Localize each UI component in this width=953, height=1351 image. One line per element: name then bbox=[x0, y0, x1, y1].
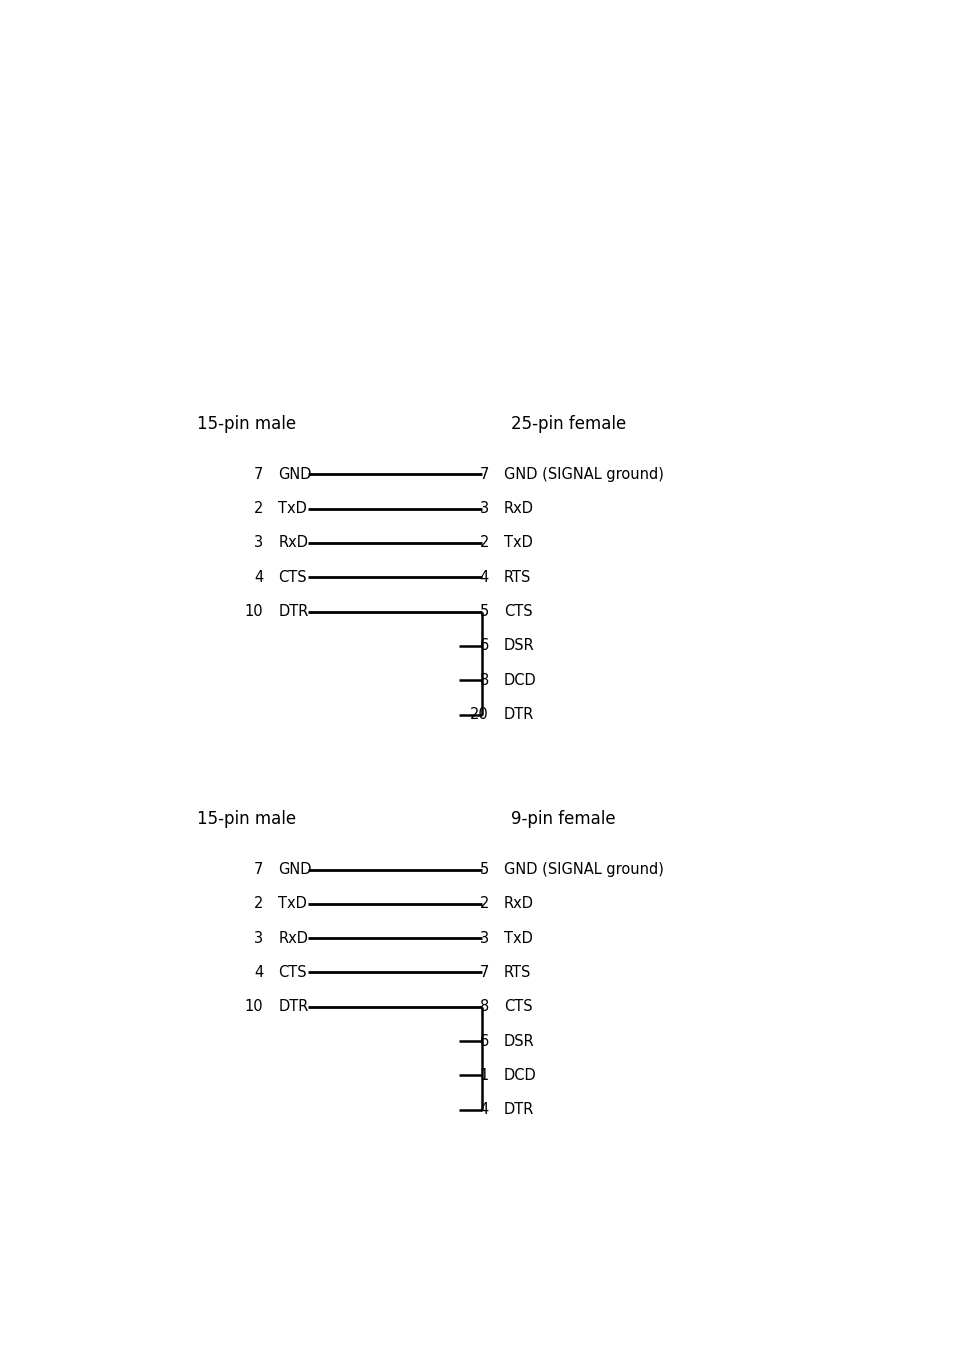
Text: 10: 10 bbox=[245, 1000, 263, 1015]
Text: 3: 3 bbox=[479, 501, 488, 516]
Text: 3: 3 bbox=[479, 931, 488, 946]
Text: 7: 7 bbox=[479, 466, 488, 482]
Text: DCD: DCD bbox=[503, 673, 536, 688]
Text: GND (SIGNAL ground): GND (SIGNAL ground) bbox=[503, 862, 663, 877]
Text: CTS: CTS bbox=[278, 965, 307, 979]
Text: 4: 4 bbox=[479, 570, 488, 585]
Text: 8: 8 bbox=[479, 1000, 488, 1015]
Text: DTR: DTR bbox=[278, 604, 308, 619]
Text: 15-pin male: 15-pin male bbox=[196, 809, 295, 828]
Text: CTS: CTS bbox=[503, 604, 532, 619]
Text: 5: 5 bbox=[479, 862, 488, 877]
Text: 4: 4 bbox=[253, 570, 263, 585]
Text: DSR: DSR bbox=[503, 638, 534, 654]
Text: RTS: RTS bbox=[503, 570, 531, 585]
Text: 3: 3 bbox=[254, 535, 263, 550]
Text: DCD: DCD bbox=[503, 1069, 536, 1084]
Text: RxD: RxD bbox=[503, 896, 533, 912]
Text: DTR: DTR bbox=[278, 1000, 308, 1015]
Text: GND (SIGNAL ground): GND (SIGNAL ground) bbox=[503, 466, 663, 482]
Text: CTS: CTS bbox=[278, 570, 307, 585]
Text: RxD: RxD bbox=[278, 535, 308, 550]
Text: RxD: RxD bbox=[503, 501, 533, 516]
Text: 6: 6 bbox=[479, 638, 488, 654]
Text: 7: 7 bbox=[253, 466, 263, 482]
Text: 7: 7 bbox=[253, 862, 263, 877]
Text: 3: 3 bbox=[254, 931, 263, 946]
Text: 5: 5 bbox=[479, 604, 488, 619]
Text: DSR: DSR bbox=[503, 1034, 534, 1048]
Text: 9-pin female: 9-pin female bbox=[511, 809, 615, 828]
Text: DTR: DTR bbox=[503, 1102, 534, 1117]
Text: TxD: TxD bbox=[278, 501, 307, 516]
Text: RTS: RTS bbox=[503, 965, 531, 979]
Text: 20: 20 bbox=[470, 707, 488, 721]
Text: DTR: DTR bbox=[503, 707, 534, 721]
Text: 2: 2 bbox=[253, 501, 263, 516]
Text: TxD: TxD bbox=[278, 896, 307, 912]
Text: 4: 4 bbox=[479, 1102, 488, 1117]
Text: TxD: TxD bbox=[503, 535, 532, 550]
Text: 2: 2 bbox=[253, 896, 263, 912]
Text: 15-pin male: 15-pin male bbox=[196, 415, 295, 432]
Text: 10: 10 bbox=[245, 604, 263, 619]
Text: RxD: RxD bbox=[278, 931, 308, 946]
Text: 7: 7 bbox=[479, 965, 488, 979]
Text: 6: 6 bbox=[479, 1034, 488, 1048]
Text: 4: 4 bbox=[253, 965, 263, 979]
Text: GND: GND bbox=[278, 466, 312, 482]
Text: 25-pin female: 25-pin female bbox=[511, 415, 626, 432]
Text: 1: 1 bbox=[479, 1069, 488, 1084]
Text: 2: 2 bbox=[479, 535, 488, 550]
Text: GND: GND bbox=[278, 862, 312, 877]
Text: 2: 2 bbox=[479, 896, 488, 912]
Text: 8: 8 bbox=[479, 673, 488, 688]
Text: CTS: CTS bbox=[503, 1000, 532, 1015]
Text: TxD: TxD bbox=[503, 931, 532, 946]
